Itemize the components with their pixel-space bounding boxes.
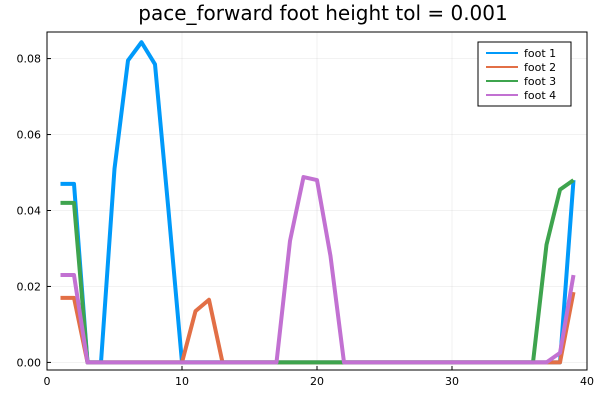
x-tick-label: 40 bbox=[580, 375, 594, 388]
series-line-foot-4 bbox=[60, 175, 576, 365]
x-tick-label: 10 bbox=[175, 375, 189, 388]
x-tick-label: 0 bbox=[44, 375, 51, 388]
axes bbox=[46, 31, 588, 371]
y-tick-label: 0.00 bbox=[17, 356, 42, 369]
series-lines bbox=[60, 40, 576, 365]
y-tick-label: 0.08 bbox=[17, 53, 42, 66]
x-tick-label: 30 bbox=[445, 375, 459, 388]
y-tick-label: 0.06 bbox=[17, 129, 42, 142]
legend-label: foot 4 bbox=[524, 89, 556, 102]
legend-label: foot 2 bbox=[524, 61, 556, 74]
x-tick-label: 20 bbox=[310, 375, 324, 388]
chart-title: pace_forward foot height tol = 0.001 bbox=[138, 1, 507, 25]
tick-labels: 0 10 20 30 40 0.00 0.02 0.04 0.06 0.08 bbox=[17, 53, 595, 388]
legend-label: foot 3 bbox=[524, 75, 556, 88]
legend-label: foot 1 bbox=[524, 47, 556, 60]
y-tick-label: 0.02 bbox=[17, 280, 42, 293]
y-tick-label: 0.04 bbox=[17, 204, 42, 217]
